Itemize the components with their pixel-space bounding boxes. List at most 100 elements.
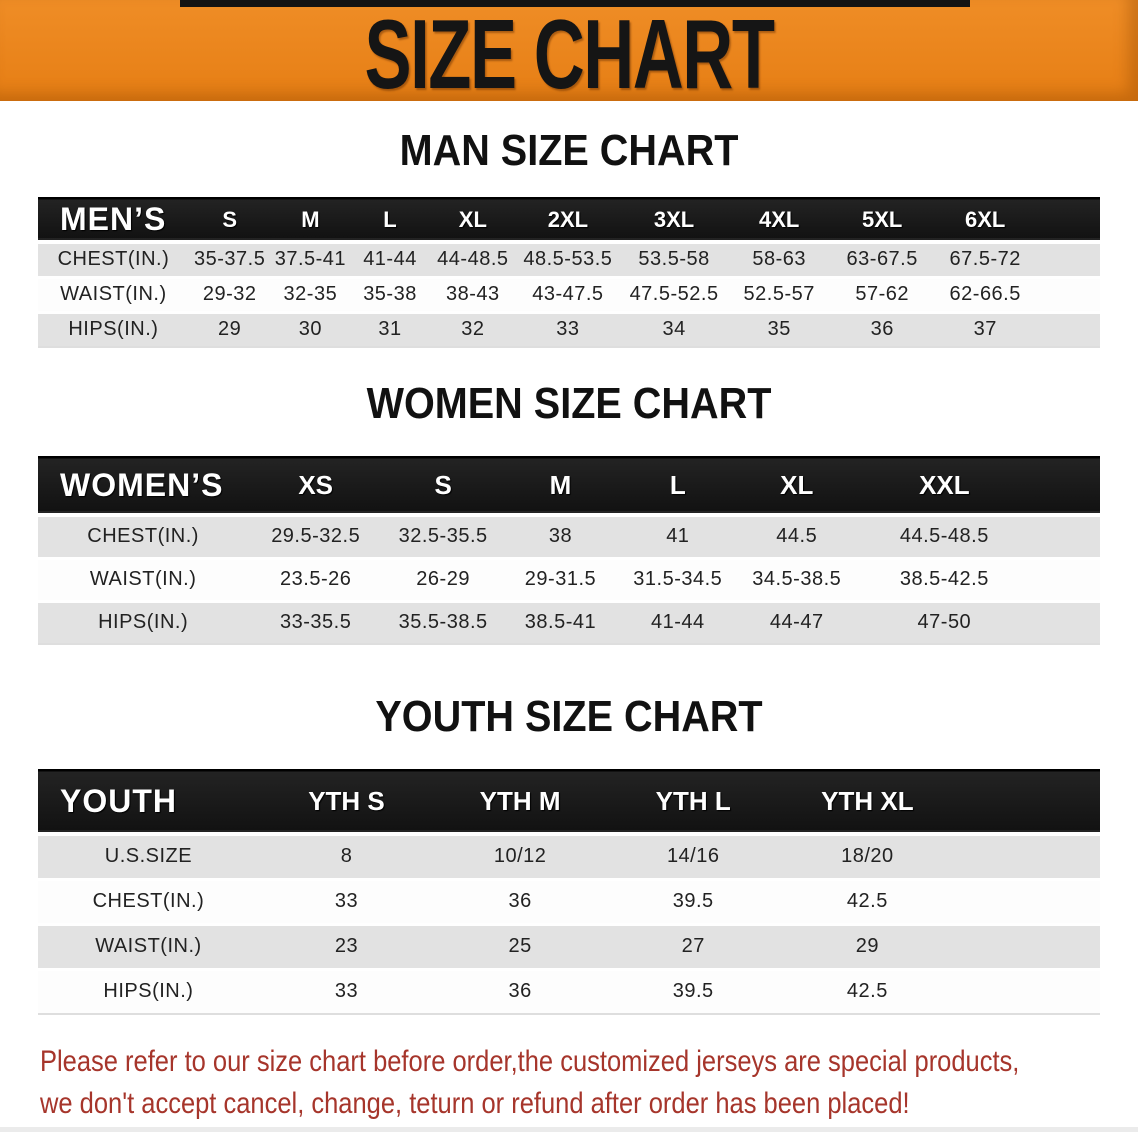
size-column-header: M: [549, 470, 572, 500]
size-column-header: YTH XL: [821, 786, 914, 816]
disclaimer-line-1: Please refer to our size chart before or…: [40, 1045, 1020, 1078]
size-column-header: YTH M: [479, 786, 561, 816]
size-column-header: 6XL: [965, 206, 1006, 232]
size-value: 29-32: [202, 283, 257, 305]
filler-cell: [1033, 558, 1100, 601]
measurement-row: WAIST(IN.) 23.5-26 26-29 29-31.5 31.5-34.5 34…: [38, 558, 1100, 601]
size-value: 47.5-52.5: [629, 283, 719, 305]
size-column-header: 3XL: [653, 206, 695, 232]
size-value: 29-31.5: [524, 568, 597, 590]
size-value: 23.5-26: [280, 568, 352, 590]
filler-cell: [954, 879, 1100, 924]
size-value: 35.5-38.5: [398, 611, 488, 634]
size-value: 48.5-53.5: [523, 248, 613, 271]
size-value: 39.5: [672, 980, 714, 1003]
women-table-label: WOMEN’S: [60, 467, 224, 503]
size-value: 38-43: [446, 283, 500, 305]
size-value: 44.5: [776, 525, 818, 548]
size-value: 29: [218, 318, 242, 341]
filler-cell: [954, 770, 1100, 834]
size-column-header: S: [222, 206, 238, 232]
size-value: 23: [334, 935, 359, 957]
size-value: 44-47: [769, 611, 824, 634]
filler-cell: [1033, 601, 1100, 644]
measurement-row: HIPS(IN.) 33 36 39.5 42.5: [38, 969, 1100, 1014]
size-value: 62-66.5: [949, 283, 1021, 305]
youth-section-heading: YOUTH SIZE CHART: [375, 692, 763, 741]
size-value: 36: [870, 318, 894, 341]
size-value: 42.5: [846, 890, 888, 912]
size-value: 44-48.5: [437, 248, 509, 271]
size-value: 32.5-35.5: [398, 525, 488, 548]
filler-cell: [1036, 277, 1100, 312]
men-header-row: MEN’S S M L XL 2XL 3XL 4XL 5XL 6XL: [38, 198, 1100, 242]
size-value: 47-50: [917, 611, 972, 634]
men-table-label: MEN’S: [60, 201, 167, 237]
measurement-row: HIPS(IN.) 33-35.5 35.5-38.5 38.5-41 41-44 44-…: [38, 601, 1100, 644]
measurement-row: HIPS(IN.) 29 30 31 32 33 34 35 36 37: [38, 312, 1100, 347]
men-size-table: MEN’S S M L XL 2XL 3XL 4XL 5XL 6XL CHEST(IN.) 35-…: [38, 197, 1100, 348]
size-value: 42.5: [846, 980, 888, 1003]
measurement-label: HIPS(IN.): [98, 611, 189, 634]
size-chart-banner: SIZE CHART: [0, 0, 1138, 101]
filler-cell: [954, 924, 1100, 969]
size-column-header: 2XL: [547, 206, 589, 232]
size-value: 41-44: [363, 248, 417, 271]
size-value: 58-63: [752, 248, 807, 271]
measurement-label: HIPS(IN.): [103, 980, 194, 1003]
size-value: 36: [508, 980, 532, 1003]
size-value: 32-35: [283, 283, 338, 305]
size-value: 35-37.5: [194, 248, 266, 271]
measurement-row: CHEST(IN.) 35-37.5 37.5-41 41-44 44-48.5 48.5…: [38, 242, 1100, 277]
women-size-table: WOMEN’S XS S M L XL XXL CHEST(IN.) 29.5-32.5 32…: [38, 456, 1100, 645]
size-value: 34: [662, 318, 686, 341]
size-value: 38.5-41: [524, 611, 597, 634]
size-value: 29.5-32.5: [271, 525, 361, 548]
disclaimer-text-block: Please refer to our size chart before or…: [0, 1041, 1138, 1125]
size-value: 26-29: [416, 568, 470, 590]
size-value: 25: [508, 935, 532, 957]
size-value: 33: [334, 980, 359, 1003]
measurement-row: U.S.SIZE 8 10/12 14/16 18/20: [38, 834, 1100, 879]
size-value: 36: [508, 890, 532, 912]
size-value: 35-38: [363, 283, 417, 305]
youth-header-row: YOUTH YTH S YTH M YTH L YTH XL: [38, 770, 1100, 834]
filler-cell: [1033, 515, 1100, 558]
measurement-row: CHEST(IN.) 33 36 39.5 42.5: [38, 879, 1100, 924]
filler-cell: [1036, 312, 1100, 347]
measurement-label: CHEST(IN.): [92, 890, 205, 912]
banner-title: SIZE CHART: [364, 0, 775, 102]
size-value: 33-35.5: [280, 611, 352, 634]
size-value: 33: [334, 890, 359, 912]
filler-cell: [1036, 198, 1100, 242]
measurement-label: HIPS(IN.): [68, 318, 159, 341]
size-value: 8: [340, 845, 353, 868]
size-column-header: L: [383, 206, 397, 232]
size-value: 27: [681, 935, 705, 957]
size-value: 14/16: [666, 845, 720, 868]
size-value: 33: [556, 318, 580, 341]
disclaimer-line-2: we don't accept cancel, change, teturn o…: [40, 1087, 910, 1120]
measurement-label: CHEST(IN.): [57, 248, 170, 271]
size-value: 52.5-57: [743, 283, 815, 305]
size-value: 41: [666, 525, 690, 548]
size-value: 67.5-72: [949, 248, 1021, 271]
size-column-header: 5XL: [862, 206, 903, 232]
size-value: 29: [855, 935, 879, 957]
size-value: 31: [378, 318, 402, 341]
size-value: 18/20: [841, 845, 894, 868]
measurement-row: WAIST(IN.) 23 25 27 29: [38, 924, 1100, 969]
measurement-label: WAIST(IN.): [95, 935, 202, 957]
size-column-header: L: [669, 470, 686, 500]
size-value: 10/12: [493, 845, 547, 868]
size-column-header: XL: [458, 206, 487, 232]
size-column-header: M: [301, 206, 320, 232]
men-section-heading: MAN SIZE CHART: [399, 126, 739, 175]
size-column-header: S: [434, 470, 452, 500]
measurement-label: WAIST(IN.): [60, 283, 167, 305]
filler-cell: [1036, 242, 1100, 277]
size-column-header: 4XL: [759, 206, 800, 232]
size-column-header: XS: [298, 470, 334, 500]
size-column-header: YTH L: [655, 786, 731, 816]
filler-cell: [954, 969, 1100, 1014]
